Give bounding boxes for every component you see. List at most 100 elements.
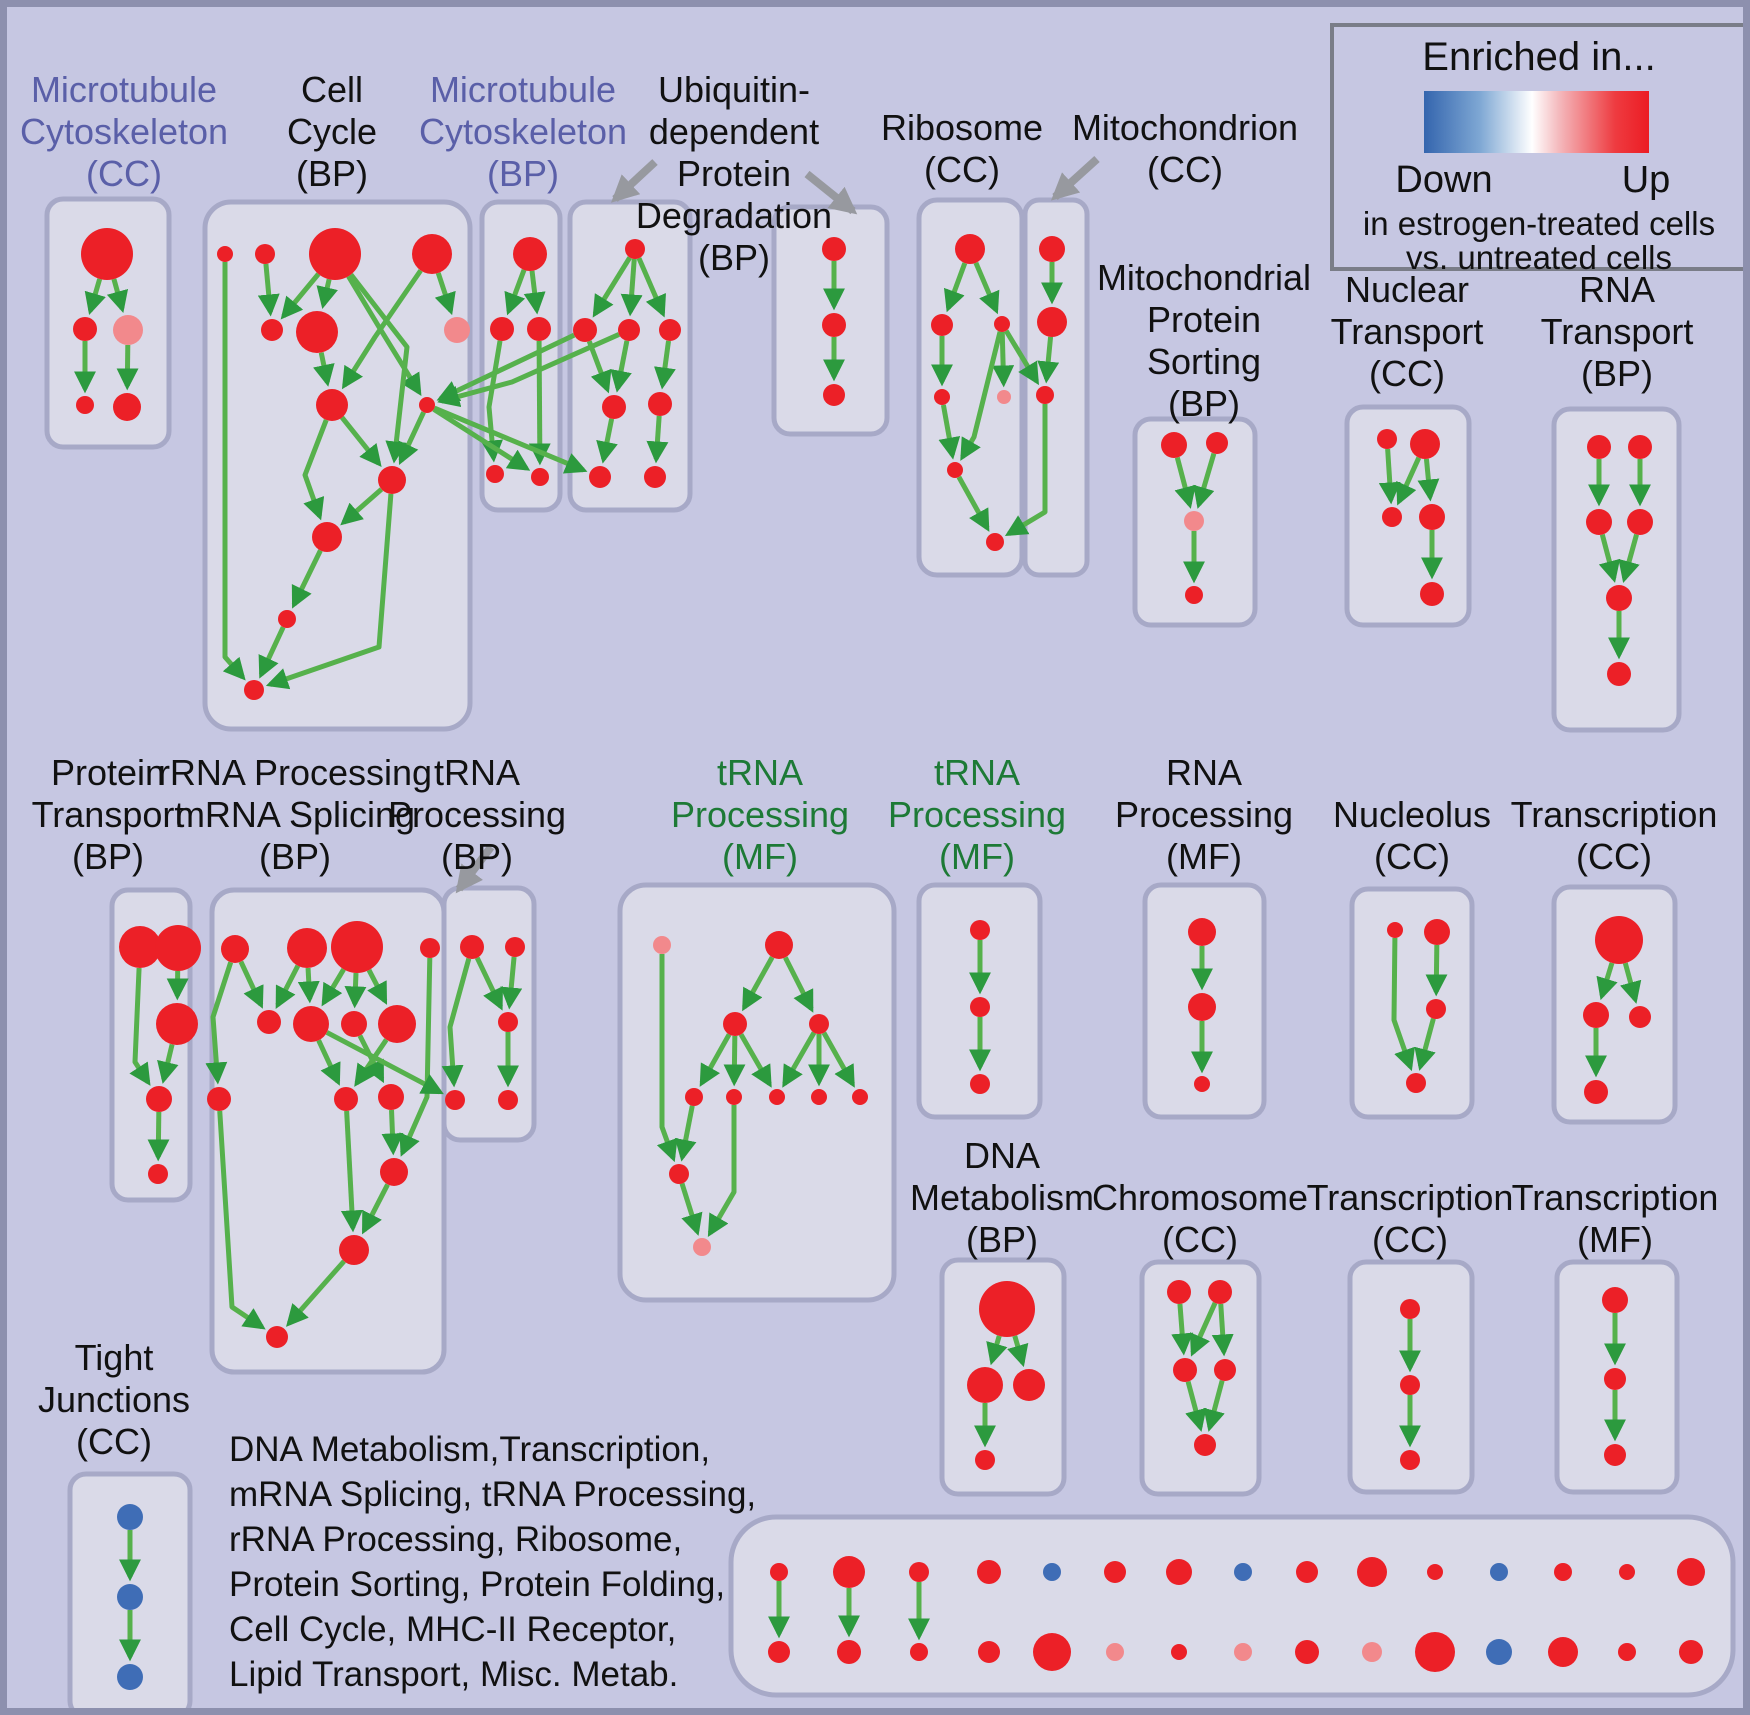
nucleolus-cc-node-2	[1426, 999, 1446, 1019]
mixed-bottom-strip-node-9	[1357, 1557, 1387, 1587]
mitochondrion-cc-node-2	[1036, 386, 1054, 404]
trna-processing-mf-large-edge-3	[723, 1035, 746, 1087]
nucleolus-cc-edge-1	[1425, 944, 1448, 997]
trna-processing-mf-large-node-5	[726, 1089, 742, 1105]
microtubule-cytoskeleton-cc-edge-0	[84, 278, 106, 315]
protein-transport-bp-edge-3	[147, 1111, 170, 1162]
mitochondrial-protein-sorting-bp-node-1	[1206, 432, 1228, 454]
trna-processing-mf-large-edge-7	[821, 1031, 855, 1088]
trna-processing-mf-large-edge-8	[656, 954, 678, 1163]
trna-processing-bp-node-1	[505, 937, 525, 957]
trna-processing-mf-large-edge-0	[742, 956, 775, 1012]
cell-cycle-bp-edge-2	[280, 272, 321, 320]
cell-cycle-bp-edge-10	[302, 419, 329, 521]
arrow-ubiquitin-right	[804, 170, 858, 215]
ribosome-cc-node-2	[994, 316, 1010, 332]
mixed-bottom-strip-node-26	[1486, 1639, 1512, 1665]
trna-processing-mf-large-edge-1	[783, 956, 814, 1013]
ubiquitin-degradation-bp-2-node-0	[822, 237, 846, 261]
mixed-bottom-strip-node-15	[768, 1641, 790, 1663]
trna-processing-mf-large-edge-2	[699, 1033, 732, 1087]
dna-metabolism-bp-box	[939, 1257, 1067, 1497]
rna-processing-mf-node-0	[1188, 918, 1216, 946]
cell-cycle-bp-edge-9	[340, 415, 382, 468]
arrow-trna-bp	[455, 844, 495, 894]
legend-title: Enriched in...	[1422, 35, 1656, 79]
rrna-processing-mrna-splicing-bp-edge-2	[275, 964, 301, 1010]
trna-processing-bp-edge-1	[474, 956, 503, 1011]
nuclear-transport-cc-edge-0	[1378, 448, 1401, 505]
rrna-processing-mrna-splicing-bp-node-2	[331, 921, 383, 973]
mixed-bottom-strip-node-5	[1104, 1561, 1126, 1583]
dna-metabolism-bp-edge-0	[986, 1335, 1008, 1366]
ubiquitin-degradation-bp-node-3	[659, 319, 681, 341]
nucleolus-cc-node-1	[1424, 919, 1450, 945]
ubiquitin-degradation-bp-edge-2	[636, 257, 666, 318]
rna-transport-bp-node-2	[1586, 509, 1612, 535]
microtubule-cytoskeleton-bp-edge-2	[481, 340, 503, 463]
protein-transport-bp-edge-0	[129, 967, 151, 1086]
cell-cycle-bp-node-1	[255, 244, 275, 264]
chromosome-cc-edge-1	[1189, 1301, 1218, 1357]
rrna-processing-mrna-splicing-bp-edge-0	[205, 961, 234, 1085]
transcription-cc-mid-node-0	[1595, 916, 1643, 964]
cell-cycle-bp-edge-15	[265, 493, 394, 690]
rrna-processing-mrna-splicing-bp-edge-1	[238, 960, 264, 1009]
ubiquitin-degradation-bp-node-5	[648, 392, 672, 416]
microtubule-cytoskeleton-bp-node-0	[513, 237, 547, 271]
rrna-processing-mrna-splicing-bp-node-5	[257, 1010, 281, 1034]
dna-metabolism-bp-node-2	[1013, 1369, 1045, 1401]
chromosome-cc-box	[1139, 1259, 1262, 1497]
transcription-cc-mid-node-1	[1583, 1002, 1609, 1028]
microtubule-cytoskeleton-bp-edge-0	[504, 269, 527, 316]
protein-transport-bp-node-4	[148, 1164, 168, 1184]
rrna-processing-mrna-splicing-bp-edge-6	[366, 968, 388, 1005]
chromosome-cc-edge-4	[1203, 1379, 1225, 1432]
chromosome-cc-node-2	[1173, 1358, 1197, 1382]
rna-transport-bp-node-1	[1628, 435, 1652, 459]
ribosome-cc-edge-5	[938, 404, 961, 460]
ribosome-cc-node-3	[934, 389, 950, 405]
protein-transport-bp-node-2	[156, 1003, 198, 1045]
mixed-bottom-strip-node-8	[1296, 1561, 1318, 1583]
mixed-bottom-strip-box	[728, 1514, 1736, 1698]
legend-down-label: Down	[1395, 159, 1493, 201]
rrna-processing-mrna-splicing-bp-edge-11	[340, 1110, 363, 1233]
rrna-processing-mrna-splicing-bp-edge-14	[286, 1259, 346, 1327]
rrna-processing-mrna-splicing-bp-edge-8	[316, 1039, 341, 1086]
mixed-bottom-strip-node-17	[910, 1643, 928, 1661]
legend-gradient-bar	[1424, 91, 1649, 153]
microtubule-cytoskeleton-bp-edge-3	[528, 340, 551, 466]
ribosome-cc-edge-1	[973, 261, 1000, 315]
trna-processing-mf-large-edge-11	[707, 1105, 737, 1237]
mixed-bottom-strip-node-27	[1548, 1637, 1578, 1667]
ubiquitin-degradation-bp-node-1	[573, 318, 597, 342]
nuclear-transport-cc-edge-1	[1396, 456, 1422, 506]
transcription-mf-node-2	[1604, 1444, 1626, 1466]
mixed-bottom-strip-node-23	[1295, 1640, 1319, 1664]
trna-processing-mf-large-node-9	[669, 1164, 689, 1184]
mixed-bottom-strip-node-16	[837, 1640, 861, 1664]
cell-cycle-bp-edge-7	[434, 272, 456, 316]
cell-cycle-bp-box	[202, 199, 473, 732]
mixed-bottom-strip-node-6	[1166, 1559, 1192, 1585]
cell-cycle-bp-edge-3	[316, 278, 338, 310]
cell-cycle-bp-node-6	[444, 317, 470, 343]
chromosome-cc-edge-0	[1171, 1303, 1194, 1356]
rrna-processing-mrna-splicing-bp-node-7	[341, 1011, 367, 1037]
rrna-processing-mrna-splicing-bp-node-10	[378, 1084, 404, 1110]
mitochondrial-protein-sorting-bp-node-2	[1184, 511, 1204, 531]
trna-processing-bp-node-4	[498, 1090, 518, 1110]
legend-box: Enriched in... Down Up in estrogen-treat…	[1330, 23, 1743, 276]
mitochondrial-protein-sorting-bp-node-0	[1161, 432, 1187, 458]
rrna-processing-mrna-splicing-bp-edge-5	[344, 972, 367, 1009]
figure-canvas	[44, 156, 1736, 1708]
ubiquitin-degradation-bp-node-0	[625, 239, 645, 259]
ubiquitin-degradation-bp-node-6	[589, 466, 611, 488]
legend-up-label: Up	[1621, 159, 1671, 201]
cell-cycle-bp-edge-13	[291, 549, 323, 609]
cross-edge-4	[1004, 329, 1039, 386]
rrna-processing-mrna-splicing-bp-edge-15	[217, 1110, 266, 1330]
transcription-cc-mid-node-2	[1629, 1006, 1651, 1028]
